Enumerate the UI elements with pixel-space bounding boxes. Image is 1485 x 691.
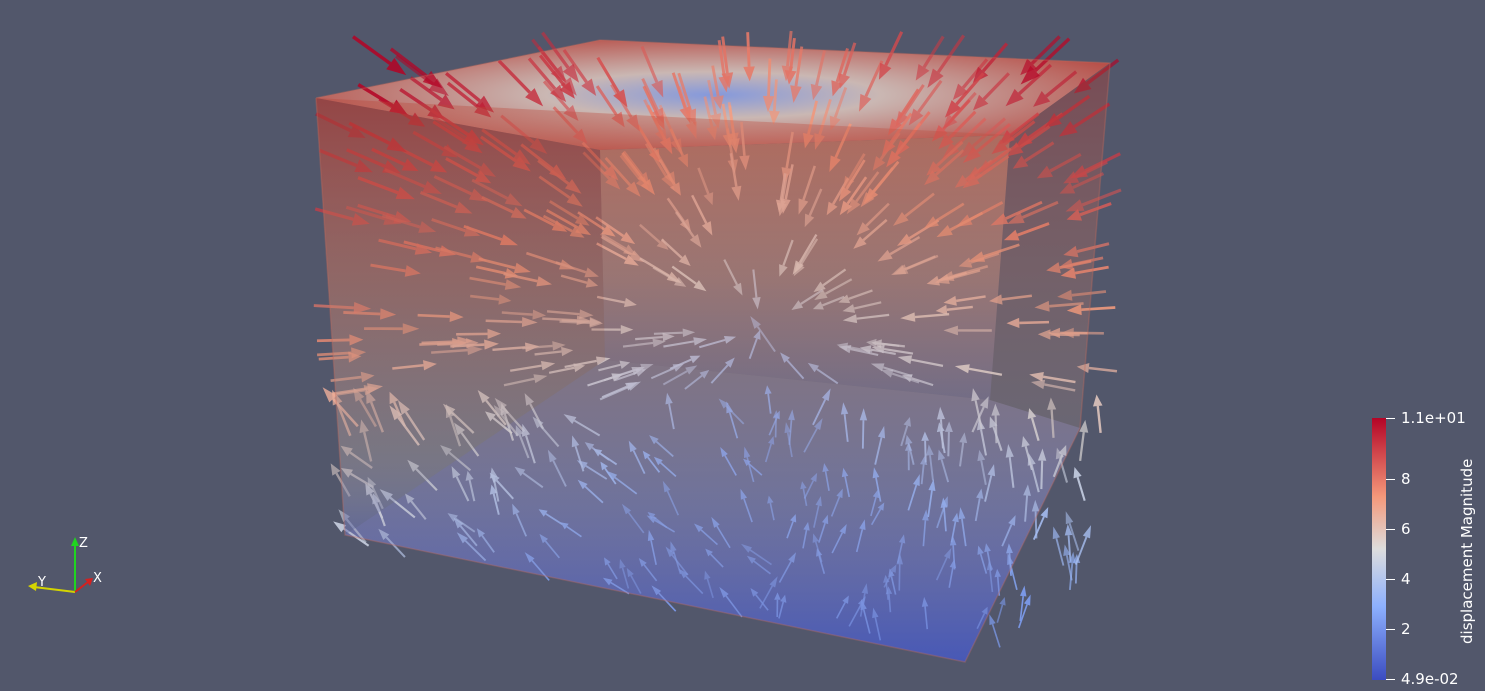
- arrow-glyph: [1033, 70, 1078, 107]
- arrow-glyph: [1063, 544, 1073, 581]
- arrow-glyph: [1020, 35, 1061, 76]
- axis-z-label: Z: [79, 536, 88, 551]
- arrow-glyph: [858, 60, 884, 112]
- colorbar-tick-label: 4: [1401, 570, 1411, 588]
- box-front-face: [316, 63, 1110, 662]
- arrow-glyph: [810, 50, 826, 101]
- arrow-glyph: [831, 47, 849, 97]
- arrow-glyph: [943, 91, 977, 129]
- arrow-glyph: [768, 79, 780, 125]
- arrow-glyph: [538, 54, 575, 99]
- orientation-axes: Z Y X: [22, 532, 112, 602]
- arrow-glyph: [878, 31, 904, 80]
- arrow-glyph: [1079, 419, 1089, 462]
- arrow-glyph: [527, 57, 567, 103]
- arrow-glyph: [1005, 63, 1052, 107]
- colorbar-tick: [1386, 679, 1395, 680]
- arrow-glyph: [972, 72, 1010, 111]
- arrow-glyph: [1052, 526, 1065, 566]
- colorbar-title: displacement Magnitude: [1458, 458, 1476, 644]
- colorbar-tick: [1386, 479, 1395, 480]
- colorbar-tick: [1386, 529, 1395, 530]
- arrow-glyph: [1020, 37, 1071, 85]
- arrow-glyph: [562, 49, 597, 96]
- arrow-glyph: [989, 614, 1001, 648]
- colorbar-tick-label: 6: [1401, 520, 1411, 538]
- colorbar-tick-label: 8: [1401, 470, 1411, 488]
- arrow-glyph: [1092, 394, 1103, 433]
- colorbar-tick: [1386, 579, 1395, 580]
- arrow-glyph: [1073, 466, 1086, 502]
- arrow-glyph: [395, 54, 449, 97]
- arrow-glyph: [915, 35, 945, 81]
- arrow-glyph: [944, 72, 985, 118]
- colorbar-gradient: [1372, 418, 1386, 680]
- arrow-glyph: [717, 39, 731, 93]
- arrow-glyph: [1018, 594, 1031, 629]
- arrow-glyph: [711, 65, 724, 110]
- arrow-glyph: [996, 596, 1006, 623]
- arrow-glyph: [351, 35, 407, 76]
- color-legend: 1.1e+01 8 6 4 2 4.9e-02: [1368, 410, 1485, 691]
- arrow-glyph: [762, 58, 775, 113]
- arrow-glyph: [497, 59, 544, 107]
- axis-y-label: Y: [38, 575, 46, 590]
- arrow-glyph: [790, 46, 804, 103]
- axes-triad-icon: [28, 537, 93, 593]
- arrow-glyph: [541, 31, 580, 83]
- colorbar-tick-label: 2: [1401, 620, 1411, 638]
- arrow-glyph: [640, 45, 664, 98]
- colorbar-max-label: 1.1e+01: [1401, 409, 1466, 427]
- arrow-glyph: [1065, 511, 1080, 552]
- arrow-glyph: [908, 79, 943, 126]
- arrow-glyph: [952, 58, 989, 101]
- box-edges: [315, 39, 1111, 663]
- arrow-glyph: [1074, 525, 1092, 565]
- arrow-glyph: [927, 34, 966, 89]
- arrow-glyph: [596, 56, 628, 108]
- arrow-glyph: [1019, 585, 1027, 622]
- axis-x-label: X: [93, 571, 102, 586]
- arrow-glyph: [743, 32, 755, 82]
- arrow-glyph: [781, 30, 794, 82]
- arrow-glyph: [1064, 523, 1073, 562]
- colorbar-tick: [1386, 418, 1395, 419]
- colorbar-min-label: 4.9e-02: [1401, 670, 1459, 688]
- colorbar-tick: [1386, 629, 1395, 630]
